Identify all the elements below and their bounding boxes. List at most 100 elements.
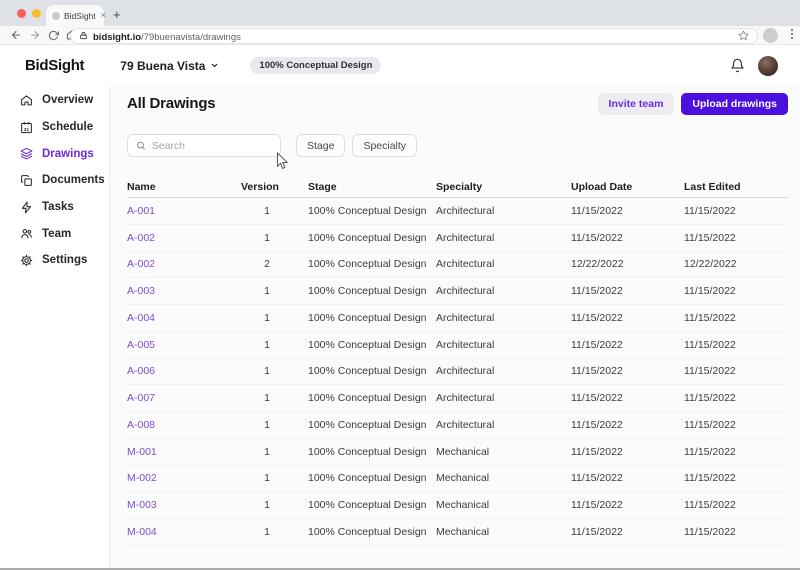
specialty-cell: Architectural [436, 205, 571, 217]
page-title: All Drawings [127, 95, 215, 112]
stage-cell: 100% Conceptual Design [308, 205, 436, 217]
tab-close-icon[interactable]: × [100, 10, 107, 21]
search-input[interactable] [152, 140, 272, 152]
drawings-table: Name Version Stage Specialty Upload Date… [127, 177, 788, 546]
last-edited-cell: 11/15/2022 [684, 499, 788, 511]
drawing-name-link[interactable]: M-004 [127, 526, 241, 538]
browser-window: BidSight × + bidsight.io/79buenavista/dr… [0, 0, 800, 570]
specialty-cell: Architectural [436, 258, 571, 270]
drawing-name-link[interactable]: A-006 [127, 365, 241, 377]
table-row[interactable]: A-008 1 100% Conceptual Design Architect… [127, 412, 788, 439]
table-row[interactable]: M-001 1 100% Conceptual Design Mechanica… [127, 439, 788, 466]
search-icon [136, 140, 146, 151]
stage-cell: 100% Conceptual Design [308, 472, 436, 484]
project-name: 79 Buena Vista [120, 59, 205, 73]
drawing-name-link[interactable]: M-002 [127, 472, 241, 484]
lightning-icon [20, 201, 33, 214]
table-row[interactable]: A-006 1 100% Conceptual Design Architect… [127, 359, 788, 386]
upload-date-cell: 12/22/2022 [571, 258, 684, 270]
lock-icon [79, 31, 88, 40]
stage-cell: 100% Conceptual Design [308, 499, 436, 511]
app-logo[interactable]: BidSight [25, 57, 84, 74]
app-header: BidSight 79 Buena Vista 100% Conceptual … [0, 45, 800, 86]
upload-date-cell: 11/15/2022 [571, 419, 684, 431]
drawing-name-link[interactable]: A-005 [127, 339, 241, 351]
drawing-name-link[interactable]: A-002 [127, 232, 241, 244]
version-cell: 1 [241, 365, 308, 377]
version-cell: 1 [241, 446, 308, 458]
table-row[interactable]: M-004 1 100% Conceptual Design Mechanica… [127, 519, 788, 546]
gear-icon [20, 254, 33, 267]
table-row[interactable]: A-002 2 100% Conceptual Design Architect… [127, 252, 788, 279]
filter-stage-button[interactable]: Stage [296, 134, 345, 157]
calendar-icon: 31 [20, 121, 33, 134]
upload-date-cell: 11/15/2022 [571, 392, 684, 404]
table-row[interactable]: A-002 1 100% Conceptual Design Architect… [127, 225, 788, 252]
sidebar-item-schedule[interactable]: 31 Schedule [0, 114, 109, 141]
bell-icon[interactable] [730, 58, 745, 73]
version-cell: 2 [241, 258, 308, 270]
sidebar-item-overview[interactable]: Overview [0, 87, 109, 114]
url-bar[interactable]: bidsight.io/79buenavista/drawings [70, 28, 758, 44]
table-row[interactable]: A-003 1 100% Conceptual Design Architect… [127, 278, 788, 305]
window-minimize-button[interactable] [32, 9, 41, 18]
sidebar-item-drawings[interactable]: Drawings [0, 140, 109, 167]
version-cell: 1 [241, 312, 308, 324]
reload-icon[interactable] [48, 30, 59, 41]
table-row[interactable]: M-003 1 100% Conceptual Design Mechanica… [127, 492, 788, 519]
drawing-name-link[interactable]: M-001 [127, 446, 241, 458]
browser-tab[interactable]: BidSight × [46, 5, 104, 26]
upload-date-cell: 11/15/2022 [571, 472, 684, 484]
invite-team-button[interactable]: Invite team [598, 93, 675, 115]
upload-date-cell: 11/15/2022 [571, 232, 684, 244]
new-tab-button[interactable]: + [113, 6, 121, 24]
filter-specialty-button[interactable]: Specialty [352, 134, 417, 157]
stage-cell: 100% Conceptual Design [308, 392, 436, 404]
table-row[interactable]: A-004 1 100% Conceptual Design Architect… [127, 305, 788, 332]
specialty-cell: Architectural [436, 419, 571, 431]
sidebar-item-label: Drawings [42, 148, 94, 160]
chevron-down-icon [210, 61, 219, 70]
sidebar-item-tasks[interactable]: Tasks [0, 194, 109, 221]
project-selector[interactable]: 79 Buena Vista [120, 59, 219, 73]
browser-menu-icon[interactable] [791, 29, 793, 39]
search-box[interactable] [127, 134, 281, 157]
forward-icon[interactable] [29, 29, 41, 41]
drawing-name-link[interactable]: M-003 [127, 499, 241, 511]
table-row[interactable]: A-007 1 100% Conceptual Design Architect… [127, 385, 788, 412]
stage-cell: 100% Conceptual Design [308, 285, 436, 297]
upload-date-cell: 11/15/2022 [571, 365, 684, 377]
drawing-name-link[interactable]: A-007 [127, 392, 241, 404]
sidebar-item-team[interactable]: Team [0, 220, 109, 247]
browser-profile-avatar[interactable] [763, 28, 778, 43]
drawing-name-link[interactable]: A-004 [127, 312, 241, 324]
drawing-name-link[interactable]: A-002 [127, 258, 241, 270]
sidebar-item-label: Tasks [42, 201, 74, 213]
sidebar-item-settings[interactable]: Settings [0, 247, 109, 274]
upload-drawings-button[interactable]: Upload drawings [681, 93, 788, 115]
window-close-button[interactable] [17, 9, 26, 18]
layers-icon [20, 147, 33, 160]
table-row[interactable]: M-002 1 100% Conceptual Design Mechanica… [127, 466, 788, 493]
bookmark-star-icon[interactable] [738, 30, 749, 41]
drawing-name-link[interactable]: A-008 [127, 419, 241, 431]
last-edited-cell: 11/15/2022 [684, 472, 788, 484]
specialty-cell: Architectural [436, 285, 571, 297]
specialty-cell: Mechanical [436, 446, 571, 458]
last-edited-cell: 11/15/2022 [684, 312, 788, 324]
tab-title: BidSight [64, 11, 96, 21]
back-icon[interactable] [10, 29, 22, 41]
user-avatar[interactable] [758, 56, 778, 76]
sidebar: Overview 31 Schedule Drawings Documents … [0, 86, 110, 568]
table-header-row: Name Version Stage Specialty Upload Date… [127, 177, 788, 198]
stage-badge: 100% Conceptual Design [250, 57, 381, 74]
svg-text:31: 31 [24, 126, 30, 132]
sidebar-item-label: Settings [42, 254, 87, 266]
tab-favicon-icon [52, 12, 60, 20]
drawing-name-link[interactable]: A-001 [127, 205, 241, 217]
table-row[interactable]: A-005 1 100% Conceptual Design Architect… [127, 332, 788, 359]
table-row[interactable]: A-001 1 100% Conceptual Design Architect… [127, 198, 788, 225]
drawing-name-link[interactable]: A-003 [127, 285, 241, 297]
sidebar-item-documents[interactable]: Documents [0, 167, 109, 194]
specialty-cell: Mechanical [436, 472, 571, 484]
